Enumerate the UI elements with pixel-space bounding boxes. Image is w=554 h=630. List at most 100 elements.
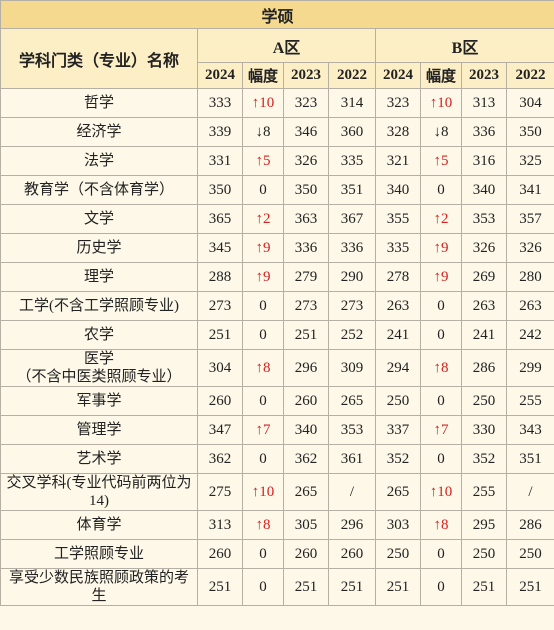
score-cell: ↑10 [242,88,284,118]
score-cell: 326 [461,233,507,263]
score-cell: 0 [242,320,284,350]
score-cell: 0 [420,320,462,350]
score-cell: 350 [197,175,243,205]
subject-name: 医学 （不含中医类照顾专业） [0,349,198,387]
score-cell: 260 [328,539,376,569]
score-cell: 363 [283,204,329,234]
score-cell: 280 [505,262,554,292]
score-cell: 337 [375,415,421,445]
score-cell: / [328,473,376,511]
subject-name: 教育学（不含体育学） [0,175,198,205]
column-header: 幅度 [242,62,284,89]
score-cell: 250 [375,539,421,569]
score-cell: 273 [328,291,376,321]
score-cell: 263 [375,291,421,321]
score-cell: 290 [328,262,376,292]
score-cell: 345 [197,233,243,263]
score-cell: 314 [328,88,376,118]
score-cell: 296 [283,349,329,387]
subject-name: 体育学 [0,510,198,540]
subject-name: 军事学 [0,386,198,416]
score-cell: 352 [375,444,421,474]
table-row: 农学 251 0 251 252 241 0 241 242 [0,320,554,350]
region-header: B区 [374,28,554,63]
score-cell: 341 [505,175,554,205]
score-cell: 316 [461,146,507,176]
score-cell: ↑5 [420,146,462,176]
score-cell: 331 [197,146,243,176]
subject-name: 工学照顾专业 [0,539,198,569]
table-row: 艺术学 362 0 362 361 352 0 352 351 [0,444,554,474]
score-cell: ↑8 [242,510,284,540]
score-cell: 339 [197,117,243,147]
score-cell: 351 [328,175,376,205]
score-cell: ↓8 [242,117,284,147]
column-header: 2023 [283,62,329,89]
score-cell: 323 [283,88,329,118]
score-cell: 333 [197,88,243,118]
score-cell: 0 [420,175,462,205]
subject-name: 历史学 [0,233,198,263]
score-cell: 336 [328,233,376,263]
score-cell: 0 [242,539,284,569]
score-cell: 265 [375,473,421,511]
score-cell: 325 [505,146,554,176]
score-cell: ↑5 [242,146,284,176]
score-cell: 0 [420,386,462,416]
score-cell: ↑7 [242,415,284,445]
score-cell: 304 [505,88,554,118]
score-cell: 263 [505,291,554,321]
subject-name: 管理学 [0,415,198,445]
score-cell: ↑8 [420,510,462,540]
score-cell: 367 [328,204,376,234]
score-cell: 313 [197,510,243,540]
table-row: 享受少数民族照顾政策的考生 251 0 251 251 251 0 251 251 [0,568,554,606]
score-cell: 347 [197,415,243,445]
score-cell: 350 [505,117,554,147]
subject-name: 工学(不含工学照顾专业) [0,291,198,321]
column-header: 幅度 [420,62,462,89]
score-cell: 251 [283,568,329,606]
score-cell: 241 [375,320,421,350]
score-cell: 278 [375,262,421,292]
score-cell: 353 [328,415,376,445]
score-cell: 305 [283,510,329,540]
score-cell: ↑9 [420,233,462,263]
score-cell: ↑9 [420,262,462,292]
table-row: 理学 288 ↑9 279 290 278 ↑9 269 280 [0,262,554,292]
region-header: A区 [197,28,376,63]
score-cell: 269 [461,262,507,292]
score-cell: 343 [505,415,554,445]
column-header: 2024 [375,62,421,89]
score-cell: 251 [461,568,507,606]
score-cell: 251 [375,568,421,606]
score-cell: 251 [283,320,329,350]
score-cell: 360 [328,117,376,147]
subject-name: 哲学 [0,88,198,118]
score-cell: 265 [328,386,376,416]
score-cell: 357 [505,204,554,234]
subject-name: 农学 [0,320,198,350]
score-cell: 295 [461,510,507,540]
subject-name: 经济学 [0,117,198,147]
score-cell: 336 [283,233,329,263]
score-cell: 0 [242,175,284,205]
score-cell: 250 [461,386,507,416]
table-row: 管理学 347 ↑7 340 353 337 ↑7 330 343 [0,415,554,445]
table-row: 法学 331 ↑5 326 335 321 ↑5 316 325 [0,146,554,176]
column-header: 2024 [197,62,243,89]
table-row: 医学 （不含中医类照顾专业） 304 ↑8 296 309 294 ↑8 286 299 [0,349,554,387]
table-row: 军事学 260 0 260 265 250 0 250 255 [0,386,554,416]
table-row: 工学照顾专业 260 0 260 260 250 0 250 250 [0,539,554,569]
score-cell: 250 [461,539,507,569]
score-cell: 362 [283,444,329,474]
score-cell: 352 [461,444,507,474]
score-cell: ↑7 [420,415,462,445]
score-cell: 0 [420,444,462,474]
score-cell: 260 [197,539,243,569]
score-cell: 328 [375,117,421,147]
subject-name: 艺术学 [0,444,198,474]
score-cell: 286 [461,349,507,387]
score-cell: 260 [283,386,329,416]
score-cell: / [505,473,554,511]
